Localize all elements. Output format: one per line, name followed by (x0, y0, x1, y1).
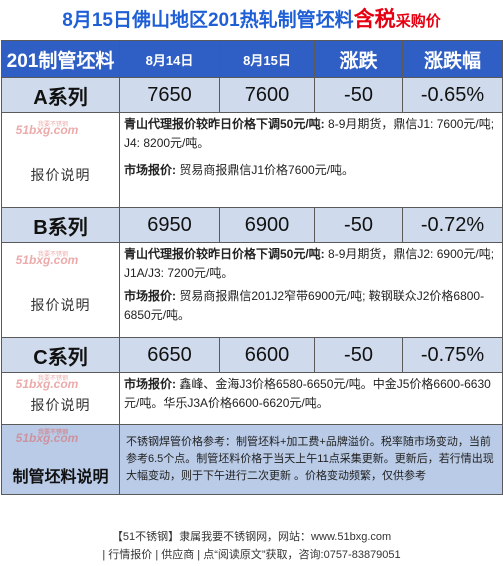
note-content: 青山代理报价较昨日价格下调50元/吨: 8-9月期货，鼎信J2: 6900元/吨… (119, 242, 503, 338)
series-name: A系列 (1, 77, 120, 113)
note-label: 报价说明 (30, 396, 91, 413)
header-curr-date: 8月15日 (219, 40, 315, 78)
watermark-logo: 我要不锈钢 51bxg.com (15, 376, 79, 391)
price-change-pct: -0.65% (402, 77, 503, 113)
price-prev: 6950 (119, 207, 220, 243)
note-row: 我要不锈钢 51bxg.com 报价说明 市场报价: 鑫峰、金海J3价格6580-… (1, 372, 503, 425)
price-prev: 7650 (119, 77, 220, 113)
price-change: -50 (314, 77, 403, 113)
series-name: B系列 (1, 207, 120, 243)
watermark-logo: 我要不锈钢 51bxg.com (15, 252, 79, 267)
footer-label-cell: 我要不锈钢 51bxg.com 制管坯料说明 (1, 424, 120, 495)
watermark-logo: 我要不锈钢 51bxg.com (15, 122, 79, 137)
note-row: 我要不锈钢 51bxg.com 报价说明 青山代理报价较昨日价格下调50元/吨: … (1, 112, 503, 208)
price-curr: 6600 (219, 337, 315, 373)
note-content: 青山代理报价较昨日价格下调50元/吨: 8-9月期货，鼎信J1: 7600元/吨… (119, 112, 503, 208)
price-change: -50 (314, 337, 403, 373)
price-change-pct: -0.75% (402, 337, 503, 373)
price-curr: 6900 (219, 207, 315, 243)
note-label-cell: 我要不锈钢 51bxg.com 报价说明 (1, 372, 120, 425)
header-product: 201制管坯料 (1, 40, 120, 78)
note-label: 报价说明 (30, 167, 91, 183)
header-change: 涨跌 (314, 40, 403, 78)
series-name: C系列 (1, 337, 120, 373)
header-prev-date: 8月14日 (119, 40, 220, 78)
price-change-pct: -0.72% (402, 207, 503, 243)
bottom-line-1: 【51不锈钢】隶属我要不锈钢网，网站：www.51bxg.com (111, 531, 392, 543)
price-table: 201制管坯料 8月14日 8月15日 涨跌 涨跌幅 A系列 7650 7600… (1, 40, 503, 495)
note-label-cell: 我要不锈钢 51bxg.com 报价说明 (1, 112, 120, 208)
price-prev: 6650 (119, 337, 220, 373)
price-curr: 7600 (219, 77, 315, 113)
page-title: 8月15日佛山地区201热轧制管坯料含税采购价 (0, 0, 503, 40)
note-row: 我要不锈钢 51bxg.com 报价说明 青山代理报价较昨日价格下调50元/吨: … (1, 242, 503, 338)
table-row: B系列 6950 6900 -50 -0.72% (1, 207, 503, 243)
footer-row: 我要不锈钢 51bxg.com 制管坯料说明 不锈钢焊管价格参考：制管坯料+加工费… (1, 424, 503, 495)
watermark-logo: 我要不锈钢 51bxg.com (15, 430, 79, 445)
table-header: 201制管坯料 8月14日 8月15日 涨跌 涨跌幅 (1, 40, 503, 78)
note-content: 市场报价: 鑫峰、金海J3价格6580-6650元/吨。中金J5价格6600-6… (119, 372, 503, 425)
footer-label: 制管坯料说明 (12, 468, 109, 486)
note-label-cell: 我要不锈钢 51bxg.com 报价说明 (1, 242, 120, 338)
title-tail: 采购价 (395, 13, 441, 30)
bottom-line-2: | 行情报价 | 供应商 | 点“阅读原文”获取，咨询:0757-8387905… (102, 549, 401, 561)
note-label: 报价说明 (30, 297, 91, 313)
bottom-info: 【51不锈钢】隶属我要不锈钢网，网站：www.51bxg.com | 行情报价 … (0, 528, 503, 564)
table-row: A系列 7650 7600 -50 -0.65% (1, 77, 503, 113)
price-change: -50 (314, 207, 403, 243)
header-change-pct: 涨跌幅 (402, 40, 503, 78)
table-row: C系列 6650 6600 -50 -0.75% (1, 337, 503, 373)
footer-text: 不锈钢焊管价格参考：制管坯料+加工费+品牌溢价。税率随市场变动，当前参考6.5个… (119, 424, 503, 495)
title-highlight: 含税 (353, 8, 396, 31)
title-main: 8月15日佛山地区201热轧制管坯料 (62, 10, 354, 31)
